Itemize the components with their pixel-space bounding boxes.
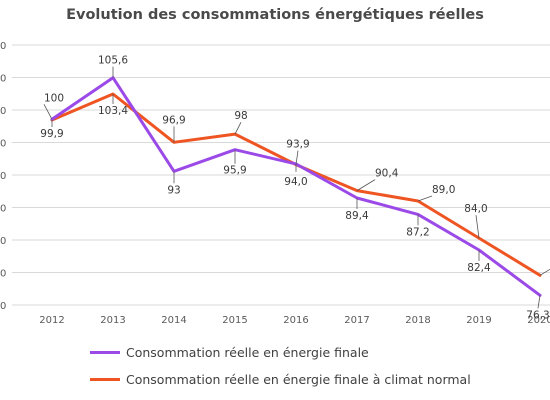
data-label: 93,9 [286,139,309,151]
data-label: 103,4 [98,105,128,117]
data-label: 89,0 [432,184,455,196]
data-label: 94,0 [284,176,307,188]
leader-line [475,215,480,239]
data-label: 82,4 [467,262,491,274]
y-axis-ticks: 0 0 0 0 0 0 0 0 0 [0,41,6,312]
data-labels: 100 105,6 93 95,9 89,4 87,2 82,4 76,3 99,9 103,4 9… [40,55,550,321]
x-tick-label: 2015 [222,315,247,326]
legend-item-final-energy: Consommation réelle en énergie finale [90,345,369,360]
legend-swatch [90,351,120,354]
data-label: 98 [234,110,247,122]
leader-line [417,195,433,202]
y-tick-label: 0 [0,204,6,215]
leader-line [234,121,242,135]
y-tick-label: 0 [0,301,6,312]
data-label: 84,0 [464,203,487,215]
x-tick-label: 2018 [405,315,430,326]
leader-line [295,150,299,165]
x-tick-label: 2014 [161,315,186,326]
leader-line [356,179,376,191]
chart-title: Evolution des consommations énergétiques… [66,7,484,23]
data-label: 89,4 [345,210,369,222]
legend-item-climate-normal: Consommation réelle en énergie finale à … [90,372,471,387]
data-label: 90,4 [375,168,399,180]
x-tick-label: 2013 [100,315,125,326]
leader-line [43,104,53,120]
data-label: 95,9 [223,165,246,177]
legend-label: Consommation réelle en énergie finale [126,345,369,360]
x-tick-label: 2020 [527,315,550,326]
x-tick-label: 2012 [39,315,64,326]
leader-line [539,268,550,276]
legend-swatch [90,378,120,381]
y-tick-label: 0 [0,106,6,117]
data-label: 93 [167,184,180,196]
leader-line [537,295,541,309]
y-tick-label: 0 [0,171,6,182]
data-label: 105,6 [98,55,128,67]
data-label: 100 [44,92,64,104]
data-label: 96,9 [162,114,185,126]
data-label: 87,2 [406,226,429,238]
y-tick-label: 0 [0,74,6,85]
y-tick-label: 0 [0,236,6,247]
x-axis-ticks: 2012 2013 2014 2015 2016 2017 2018 2019 2020 [39,315,550,326]
y-tick-label: 0 [0,269,6,280]
data-label: 99,9 [40,128,63,140]
x-tick-label: 2019 [466,315,491,326]
y-tick-label: 0 [0,139,6,150]
x-tick-label: 2017 [344,315,369,326]
legend-label: Consommation réelle en énergie finale à … [126,372,471,387]
y-tick-label: 0 [0,41,6,52]
data-label: 76,3 [526,309,549,321]
x-tick-label: 2016 [283,315,308,326]
